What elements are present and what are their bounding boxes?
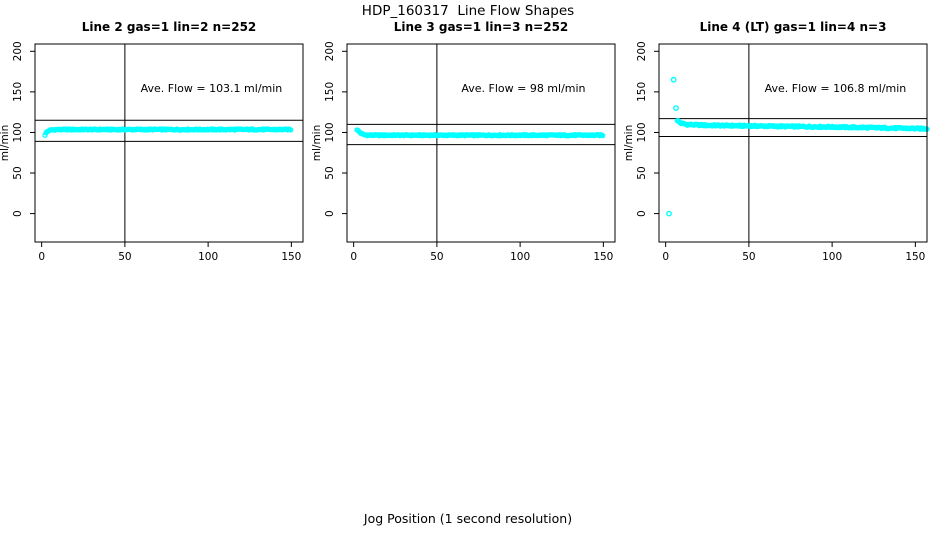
plot-line-3: Line 3 gas=1 lin=3 n=252 0 50 100 150 0 50 100 1… <box>312 20 616 263</box>
y-tick-label: 50 <box>12 166 24 179</box>
y-tick-label: 150 <box>12 82 24 102</box>
plot-box <box>34 43 304 243</box>
x-tick-label: 0 <box>350 251 357 263</box>
x-tick-label: 50 <box>742 251 755 263</box>
outlier-point <box>673 105 679 112</box>
plot-line-2: Line 2 gas=1 lin=2 n=252 0 50 100 150 0 50 100 1… <box>0 20 304 263</box>
panel-line-4: Line 4 (LT) gas=1 lin=4 n=3 0 50 100 150 0 50 1… <box>624 18 936 270</box>
x-tick-label: 100 <box>510 251 530 263</box>
plot-box <box>346 43 616 243</box>
y-tick-label: 150 <box>324 82 336 102</box>
outlier-point <box>666 210 672 217</box>
panel-title: Line 2 gas=1 lin=2 n=252 <box>82 20 257 34</box>
x-tick-label: 100 <box>198 251 218 263</box>
ave-flow-annotation: Ave. Flow = 98 ml/min <box>461 82 585 95</box>
y-tick-label: 200 <box>12 41 24 61</box>
panel-title: Line 3 gas=1 lin=3 n=252 <box>394 20 569 34</box>
ave-flow-annotation: Ave. Flow = 103.1 ml/min <box>141 82 283 95</box>
main-title: HDP_160317 Line Flow Shapes <box>361 3 575 19</box>
y-tick-label: 100 <box>324 122 336 142</box>
y-tick-label: 100 <box>636 122 648 142</box>
y-tick-label: 150 <box>636 82 648 102</box>
plot-box <box>658 43 928 243</box>
ave-flow-annotation: Ave. Flow = 106.8 ml/min <box>765 82 907 95</box>
y-tick-label: 200 <box>324 41 336 61</box>
y-tick-label: 50 <box>636 166 648 179</box>
y-axis-title: ml/min <box>312 125 323 161</box>
panel-line-2: Line 2 gas=1 lin=2 n=252 0 50 100 150 0 50 100 1… <box>0 18 312 270</box>
panel-line-3: Line 3 gas=1 lin=3 n=252 0 50 100 150 0 50 100 1… <box>312 18 624 270</box>
y-tick-label: 100 <box>12 122 24 142</box>
y-tick-label: 0 <box>12 210 24 217</box>
x-tick-label: 0 <box>38 251 45 263</box>
y-tick-label: 0 <box>324 210 336 217</box>
x-tick-label: 150 <box>593 251 613 263</box>
x-tick-label: 50 <box>118 251 131 263</box>
outlier-point <box>670 76 677 83</box>
x-tick-label: 0 <box>662 251 669 263</box>
data-point <box>600 132 606 139</box>
x-tick-label: 100 <box>822 251 842 263</box>
panel-title: Line 4 (LT) gas=1 lin=4 n=3 <box>700 20 887 34</box>
x-axis-title: Jog Position (1 second resolution) <box>363 511 573 526</box>
x-tick-label: 50 <box>430 251 443 263</box>
y-tick-label: 0 <box>636 210 648 217</box>
y-tick-label: 200 <box>636 41 648 61</box>
plot-line-4: Line 4 (LT) gas=1 lin=4 n=3 0 50 100 150 0 50 1… <box>624 20 930 263</box>
y-axis-title: ml/min <box>624 125 635 161</box>
y-tick-label: 50 <box>324 166 336 179</box>
y-axis-title: ml/min <box>0 125 11 161</box>
x-tick-label: 150 <box>281 251 301 263</box>
x-tick-label: 150 <box>905 251 925 263</box>
data-point <box>288 127 294 133</box>
